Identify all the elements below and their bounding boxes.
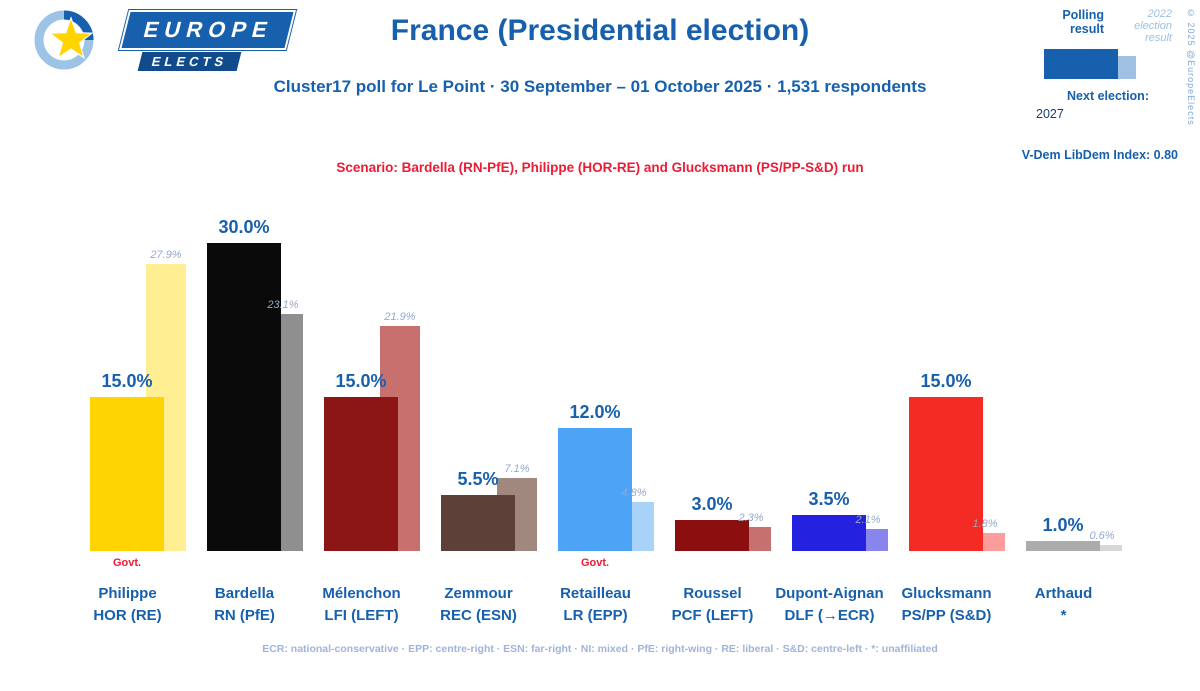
next-election-label: Next election: [1067,89,1149,103]
polling-value-label: 3.5% [808,489,850,510]
candidate-party: REC (ESN) [440,607,517,624]
legend-sample-bars [1044,49,1172,79]
candidate-column: 12.0% 4.8% Govt. [537,191,654,569]
candidate-column: 5.5% 7.1% [420,191,537,551]
bar-polling-result [324,396,398,551]
legend-2022-bar [1118,56,1136,79]
candidate-names: Philippe HOR (RE) Bardella RN (PfE) Mélencho… [69,583,1122,627]
legend-polling-bar [1044,49,1118,79]
candidate-label: Philippe HOR (RE) [69,583,186,627]
candidate-column: 3.5% 2.1% [771,191,888,551]
candidate-column: 15.0% 1.8% [888,191,1005,551]
scenario-note: Scenario: Bardella (RN-PfE), Philippe (H… [336,160,864,175]
legend-2022-label: 2022 election result [1134,8,1172,44]
candidate-label: Retailleau LR (EPP) [537,583,654,627]
polling-value-label: 30.0% [218,216,270,237]
candidate-column: 3.0% 2.3% [654,191,771,551]
govt-label: Govt. [112,557,142,569]
candidate-name: Philippe [98,585,157,602]
bar-polling-result [90,396,164,551]
legend-polling-label: Polling result [1062,8,1104,36]
candidate-party: DLF (→ECR) [784,607,875,624]
2022-value-label: 7.1% [504,463,530,476]
candidate-label: Mélenchon LFI (LEFT) [303,583,420,627]
2022-value-label: 2.1% [855,514,881,527]
candidate-name: Zemmour [444,585,513,602]
poll-subtitle: Cluster17 poll for Le Point · 30 Septemb… [273,77,927,96]
bar-2022-result [1082,544,1122,551]
candidate-party: PS/PP (S&D) [901,607,992,624]
candidate-label: Glucksmann PS/PP (S&D) [888,583,1005,627]
2022-value-label: 23.1% [267,298,299,311]
logo-star-icon [34,10,94,70]
candidate-name: Mélenchon [322,585,401,602]
2022-value-label: 21.9% [384,311,416,324]
candidate-name: Roussel [683,585,742,602]
polling-value-label: 5.5% [457,468,499,489]
bar-polling-result [207,242,281,551]
europe-elects-logo: EUROPE ELECTS [26,6,296,72]
candidate-label: Roussel PCF (LEFT) [654,583,771,627]
2022-value-label: 0.6% [1089,529,1115,542]
candidate-party: PCF (LEFT) [671,607,754,624]
candidate-label: Zemmour REC (ESN) [420,583,537,627]
2022-value-label: 27.9% [150,249,182,262]
candidate-label: Arthaud * [1005,583,1122,627]
polling-value-label: 15.0% [101,370,153,391]
2022-value-label: 2.3% [738,512,764,525]
legend: Polling result 2022 election result Next… [1036,8,1172,121]
candidate-party: RN (PfE) [214,607,275,624]
candidate-name: Glucksmann [901,585,992,602]
logo-text-elects: ELECTS [137,52,242,71]
vdem-index: V-Dem LibDem Index: 0.80 [1021,148,1178,162]
2022-value-label: 1.8% [972,517,998,530]
candidate-party: * [1060,607,1067,624]
candidate-column: 15.0% 21.9% [303,191,420,551]
candidate-name: Arthaud [1034,585,1093,602]
candidate-name: Retailleau [560,585,631,602]
candidate-party: LFI (LEFT) [324,607,399,624]
candidate-name: Dupont-Aignan [775,585,884,602]
candidate-column: 15.0% 27.9% Govt. [69,191,186,569]
2022-value-label: 4.8% [621,486,647,499]
polling-value-label: 12.0% [569,401,621,422]
copyright-note: © 2025 @EuropeElects [1186,8,1196,126]
candidate-column: 1.0% 0.6% [1005,191,1122,551]
govt-label: Govt. [580,557,610,569]
bar-polling-result [909,396,983,551]
polling-value-label: 15.0% [920,370,972,391]
bar-polling-result [1026,540,1100,551]
next-election-year: 2027 [1036,107,1064,121]
bar-polling-result [558,427,632,551]
bar-polling-result [441,494,515,551]
page-title: France (Presidential election) [390,14,810,47]
candidate-label: Dupont-Aignan DLF (→ECR) [771,583,888,627]
candidate-party: LR (EPP) [563,607,628,624]
candidate-name: Bardella [214,585,275,602]
bar-polling-result [675,520,749,551]
chart-columns: 15.0% 27.9% Govt. 30.0% 23.1% 15.0% 21.9% 5.5% 7… [69,191,1122,569]
candidate-party: HOR (RE) [93,607,162,624]
bar-polling-result [792,515,866,551]
footer-note: ECR: national-conservative · EPP: centre… [262,643,938,655]
legend-labels: Polling result 2022 election result [1044,8,1172,44]
polling-value-label: 3.0% [691,494,733,515]
candidate-label: Bardella RN (PfE) [186,583,303,627]
candidate-column: 30.0% 23.1% [186,191,303,551]
polling-value-label: 15.0% [335,370,387,391]
polling-value-label: 1.0% [1042,514,1084,535]
